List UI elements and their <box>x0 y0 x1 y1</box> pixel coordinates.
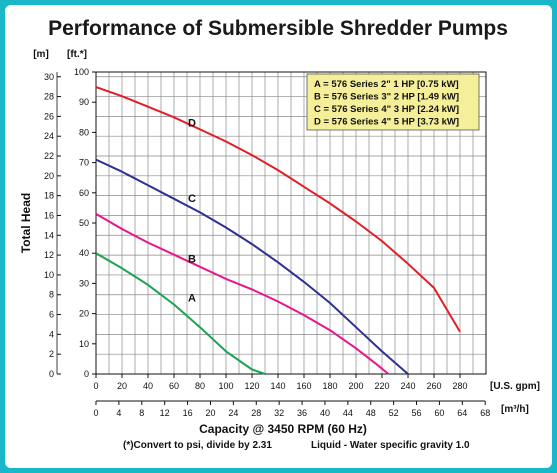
y-axis-title: Total Head <box>19 193 33 253</box>
performance-chart: Performance of Submersible Shredder Pump… <box>19 17 540 451</box>
y-tick-label-m: 18 <box>44 191 54 201</box>
x-tick-label-gpm: 260 <box>426 381 441 391</box>
x-tick-label-gpm: 160 <box>296 381 311 391</box>
series-line-b <box>95 213 390 375</box>
legend-entry: B = 576 Series 3" 2 HP [1.49 kW] <box>314 92 459 103</box>
y-tick-label-ft: 90 <box>79 97 89 107</box>
x-tick-label-gpm: 120 <box>244 381 259 391</box>
axis-labels: Capacity @ 3450 RPM (60 Hz) Total Head (*)… <box>19 193 470 451</box>
y-tick-label-m: 22 <box>44 151 54 161</box>
y-tick-label-ft: 10 <box>79 339 89 349</box>
y-unit-ft: [ft.*] <box>67 49 87 60</box>
footnote-conversion: (*)Convert to psi, divide by 2.31 <box>123 440 272 451</box>
y-tick-label-m: 20 <box>44 171 54 181</box>
x-tick-label-m3h: 8 <box>139 408 144 418</box>
x-tick-label-gpm: 200 <box>348 381 363 391</box>
series-label-d: D <box>188 117 196 129</box>
y-tick-label-ft: 30 <box>79 278 89 288</box>
legend: A = 576 Series 2" 1 HP [0.75 kW] B = 576 … <box>306 73 480 131</box>
x-tick-label-m3h: 20 <box>205 408 215 418</box>
x-tick-label-gpm: 100 <box>218 381 233 391</box>
x-unit-gpm: [U.S. gpm] <box>490 381 540 392</box>
x-tick-label-m3h: 40 <box>320 408 330 418</box>
chart-frame: Performance of Submersible Shredder Pump… <box>5 5 552 468</box>
y-tick-label-ft: 100 <box>74 67 89 77</box>
x-tick-label-m3h: 24 <box>228 408 238 418</box>
x-tick-label-gpm: 280 <box>452 381 467 391</box>
y-tick-label-m: 0 <box>49 369 54 379</box>
y-tick-label-m: 30 <box>44 72 54 82</box>
y-tick-label-ft: 0 <box>84 369 89 379</box>
y-tick-label-ft: 20 <box>79 309 89 319</box>
legend-entry: D = 576 Series 4" 5 HP [3.73 kW] <box>314 117 459 128</box>
y-tick-label-m: 28 <box>44 92 54 102</box>
y-tick-label-m: 2 <box>49 349 54 359</box>
x-tick-label-gpm: 0 <box>93 381 98 391</box>
x-tick-label-m3h: 60 <box>434 408 444 418</box>
x-tick-label-gpm: 240 <box>400 381 415 391</box>
x-tick-label-m3h: 52 <box>389 408 399 418</box>
series-label-c: C <box>188 193 196 205</box>
series-line-c <box>95 158 409 375</box>
x-tick-label-m3h: 0 <box>93 408 98 418</box>
series-label-b: B <box>188 253 196 265</box>
x-tick-label-gpm: 20 <box>117 381 127 391</box>
y-tick-label-m: 6 <box>49 310 54 320</box>
x-tick-label-m3h: 28 <box>251 408 261 418</box>
chart-title: Performance of Submersible Shredder Pump… <box>48 17 508 40</box>
y-tick-label-ft: 70 <box>79 158 89 168</box>
x-tick-label-m3h: 12 <box>160 408 170 418</box>
x-unit-m3h: [m³/h] <box>501 404 529 415</box>
x-tick-label-m3h: 48 <box>366 408 376 418</box>
x-tick-label-gpm: 140 <box>270 381 285 391</box>
x-tick-label-m3h: 36 <box>297 408 307 418</box>
x-tick-label-m3h: 4 <box>116 408 121 418</box>
legend-entry: C = 576 Series 4" 3 HP [2.24 kW] <box>314 104 459 115</box>
y-tick-label-ft: 80 <box>79 127 89 137</box>
x-tick-label-m3h: 16 <box>183 408 193 418</box>
axes: 0102030405060708090100024681012141618202… <box>33 49 540 418</box>
y-tick-label-ft: 50 <box>79 218 89 228</box>
x-axis-title: Capacity @ 3450 RPM (60 Hz) <box>199 422 367 436</box>
series-line-a <box>95 252 266 375</box>
x-tick-label-m3h: 68 <box>480 408 490 418</box>
y-tick-label-m: 4 <box>49 329 54 339</box>
footnote-liquid: Liquid - Water specific gravity 1.0 <box>311 440 470 451</box>
x-tick-label-gpm: 40 <box>143 381 153 391</box>
legend-entry: A = 576 Series 2" 1 HP [0.75 kW] <box>314 79 459 90</box>
series-group: A B C D <box>95 86 461 375</box>
y-unit-m: [m] <box>33 49 49 60</box>
y-tick-label-m: 10 <box>44 270 54 280</box>
series-label-a: A <box>188 293 196 305</box>
y-tick-label-m: 12 <box>44 250 54 260</box>
x-tick-label-m3h: 56 <box>412 408 422 418</box>
y-tick-label-m: 14 <box>44 230 54 240</box>
y-tick-label-ft: 60 <box>79 188 89 198</box>
x-tick-label-gpm: 180 <box>322 381 337 391</box>
legend-box <box>306 73 480 131</box>
y-tick-label-m: 26 <box>44 111 54 121</box>
y-tick-label-ft: 40 <box>79 248 89 258</box>
y-tick-label-m: 8 <box>49 290 54 300</box>
series-line-d <box>95 86 461 333</box>
y-tick-label-m: 24 <box>44 131 54 141</box>
x-tick-label-m3h: 44 <box>343 408 353 418</box>
x-tick-label-gpm: 60 <box>169 381 179 391</box>
y-tick-label-m: 16 <box>44 210 54 220</box>
x-tick-label-m3h: 32 <box>274 408 284 418</box>
x-tick-label-gpm: 220 <box>374 381 389 391</box>
x-tick-label-m3h: 64 <box>457 408 467 418</box>
x-tick-label-gpm: 80 <box>195 381 205 391</box>
